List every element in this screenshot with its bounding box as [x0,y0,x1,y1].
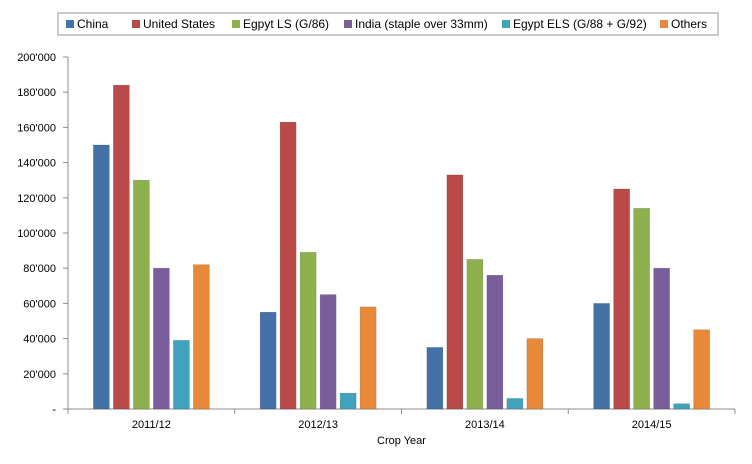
legend-label: Egypt ELS (G/88 + G/92) [513,17,647,31]
x-tick-label: 2014/15 [632,419,672,431]
y-tick-label: 200'000 [17,52,56,64]
bar [613,188,630,410]
bar [319,294,337,410]
legend-items: China United States Egpyt LS (G/86) India (… [66,17,707,31]
bar [466,259,484,410]
y-tick-label: 120'000 [17,193,56,205]
legend-label: China [77,17,109,31]
x-axis-title: Crop Year [377,435,426,447]
bar [673,403,690,410]
y-tick-label: 40'000 [23,334,56,346]
legend-swatch [502,20,510,28]
y-tick-label: 80'000 [23,263,56,275]
bar [113,84,130,410]
y-tick-label: 100'000 [17,228,56,240]
bar [486,274,504,410]
legend: China United States Egpyt LS (G/86) India (… [57,12,719,36]
y-tick-label: 60'000 [23,298,56,310]
y-axis: - 20'000 40'000 60'000 80'000 100'000 120'000 1… [17,52,69,416]
legend-box [57,12,719,36]
bar [526,338,544,410]
bar [153,267,170,410]
legend-label: Egpyt LS (G/86) [243,17,329,31]
y-ticks: - 20'000 40'000 60'000 80'000 100'000 120'000 1… [17,52,68,416]
legend-swatch [232,20,240,28]
bar [93,144,110,410]
bar [426,347,444,410]
legend-swatch [132,20,140,28]
bar [653,267,670,410]
x-tick-label: 2011/12 [132,419,171,431]
legend-swatch [66,20,74,28]
bar [299,252,317,410]
bars [93,84,710,410]
bar [359,306,377,410]
legend-label: United States [143,17,215,31]
bar [446,174,464,410]
bar [506,398,524,410]
bar [339,392,357,410]
bar [193,264,210,410]
legend-swatch [660,20,668,28]
x-ticks: 2011/12 2012/13 2013/14 2014/15 [67,409,736,431]
y-tick-label: 180'000 [17,87,56,99]
legend-label: India (staple over 33mm) [355,17,488,31]
bar [693,329,710,410]
legend-swatch [344,20,352,28]
bar [133,179,150,410]
y-tick-label: 160'000 [17,122,56,134]
x-tick-label: 2013/14 [465,419,505,431]
x-axis: 2011/12 2012/13 2013/14 2014/15 Crop Year [67,408,736,447]
bar [173,340,190,410]
y-tick-label: - [52,404,56,416]
bar [633,208,650,410]
y-tick-label: 140'000 [17,158,56,170]
legend-label: Others [671,17,707,31]
bar [279,121,297,410]
y-tick-label: 20'000 [23,369,56,381]
x-tick-label: 2012/13 [298,419,338,431]
bar [259,311,277,410]
bar [593,303,610,410]
